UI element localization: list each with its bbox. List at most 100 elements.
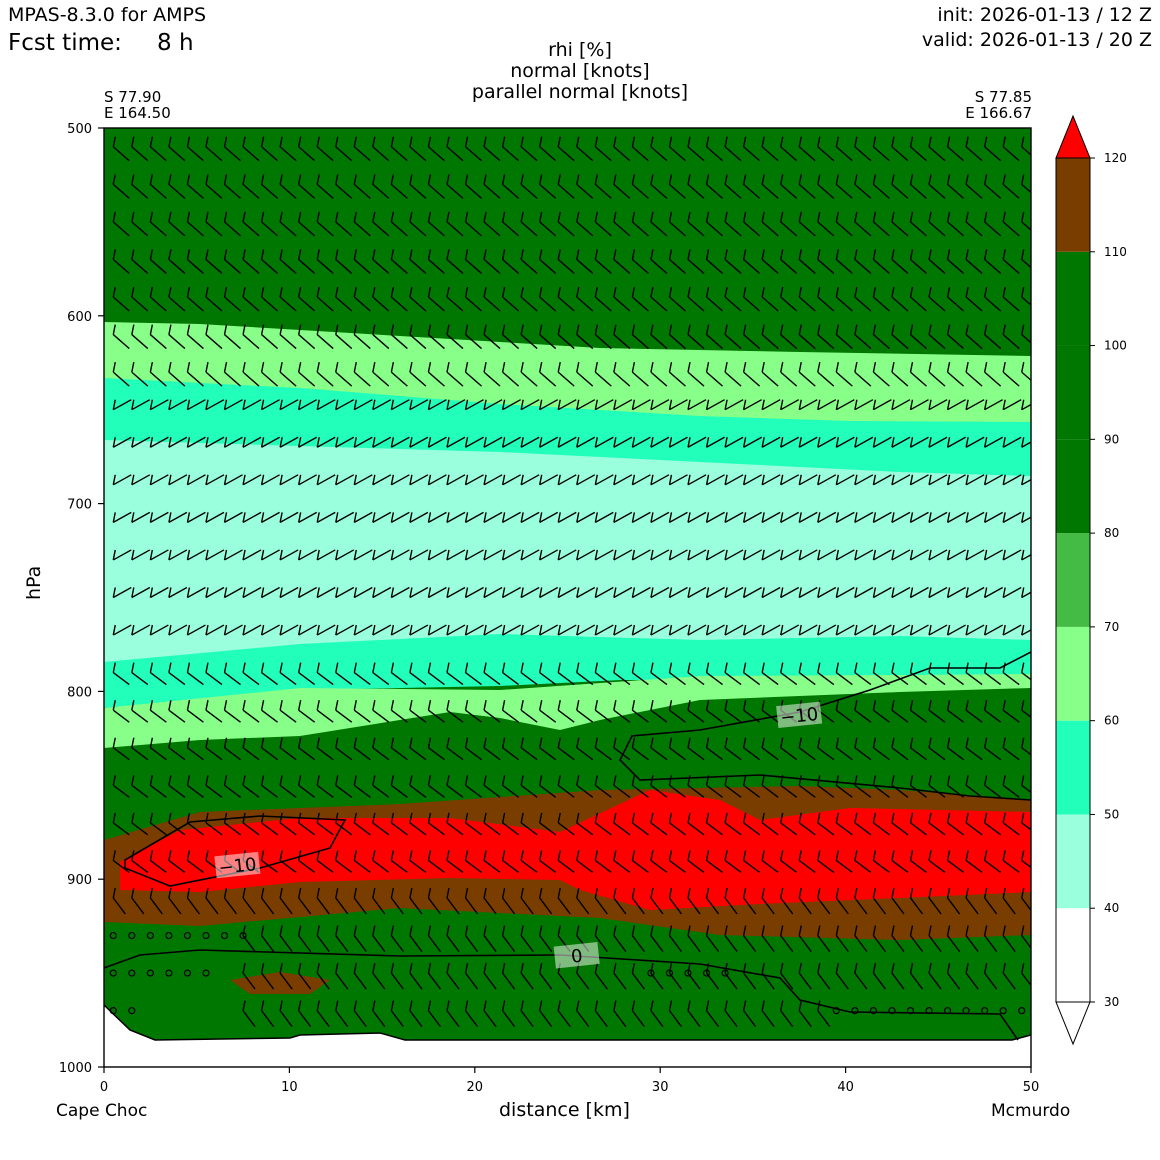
- wind-barb-flag: [520, 1000, 524, 1011]
- wind-barb: [335, 897, 349, 915]
- wind-barb: [743, 672, 761, 686]
- wind-barb: [873, 436, 892, 448]
- wind-barb-flag: [501, 174, 506, 185]
- wind-barb: [279, 221, 297, 237]
- wind-barb-flag: [909, 962, 914, 974]
- wind-barb: [261, 146, 279, 162]
- wind-barb-flag: [594, 925, 598, 936]
- wind-barb: [669, 474, 688, 486]
- wind-barb: [520, 146, 538, 162]
- wind-barb: [984, 511, 1003, 523]
- wind-barb-flag: [613, 174, 617, 185]
- wind-barb: [446, 747, 464, 761]
- wind-barb: [594, 822, 612, 836]
- wind-barb: [632, 474, 651, 486]
- wind-barb-flag: [761, 249, 765, 260]
- wind-barb: [928, 371, 946, 387]
- wind-barb-flag: [427, 362, 432, 373]
- wind-barb: [557, 822, 575, 836]
- wind-barb-flag: [761, 399, 765, 410]
- wind-barb: [873, 399, 892, 411]
- wind-barb: [335, 709, 353, 723]
- wind-barb-flag: [928, 211, 932, 223]
- wind-barb: [502, 935, 516, 952]
- wind-barb: [613, 972, 627, 990]
- wind-barb: [446, 258, 464, 274]
- wind-barb-flag: [854, 587, 858, 598]
- wind-barb-flag: [446, 624, 450, 636]
- wind-barb: [854, 784, 872, 798]
- wind-barb: [205, 822, 223, 836]
- wind-barb: [854, 221, 872, 237]
- wind-barb: [706, 822, 723, 836]
- wind-barb-flag: [539, 362, 543, 373]
- wind-barb-flag: [464, 662, 469, 673]
- wind-barb-flag: [742, 812, 747, 823]
- wind-barb: [353, 296, 371, 312]
- wind-barb-flag: [186, 399, 191, 410]
- wind-barb: [112, 624, 132, 636]
- wind-barb-flag: [335, 136, 339, 147]
- wind-barb-flag: [1002, 286, 1006, 298]
- wind-barb: [464, 972, 479, 990]
- wind-barb: [594, 897, 608, 915]
- wind-barb-flag: [409, 700, 413, 711]
- wind-barb: [947, 436, 966, 448]
- wind-barb: [261, 747, 279, 761]
- wind-barb-flag: [983, 887, 988, 899]
- wind-barb-flag: [520, 474, 524, 485]
- wind-barb-flag: [909, 136, 914, 147]
- x-tick-label: 30: [652, 1080, 669, 1095]
- wind-barb-flag: [817, 737, 821, 748]
- wind-barb-flag: [891, 512, 895, 523]
- wind-barb: [428, 399, 447, 411]
- wind-barb: [798, 586, 818, 599]
- wind-barb: [687, 334, 705, 350]
- wind-barb: [205, 747, 223, 761]
- wind-barb: [835, 586, 855, 599]
- wind-barb: [947, 859, 964, 873]
- wind-barb-flag: [983, 662, 988, 673]
- wind-barb-flag: [1021, 286, 1025, 298]
- wind-barb: [668, 1010, 683, 1028]
- wind-barb-flag: [1002, 136, 1006, 147]
- wind-barb: [224, 624, 243, 636]
- wind-barb: [743, 709, 761, 723]
- wind-barb-flag: [501, 324, 506, 335]
- wind-barb-flag: [223, 549, 228, 561]
- wind-barb: [872, 747, 890, 761]
- wind-barb-flag: [557, 624, 561, 636]
- wind-barb: [1021, 822, 1031, 831]
- wind-barb: [446, 334, 464, 350]
- wind-barb-flag: [817, 549, 821, 561]
- wind-barb: [854, 897, 868, 915]
- wind-barb: [335, 474, 355, 486]
- wind-barb-flag: [539, 624, 543, 636]
- wind-barb-flag: [780, 324, 784, 335]
- wind-barb-flag: [742, 700, 747, 711]
- wind-barb-flag: [872, 587, 877, 598]
- wind-barb-flag: [297, 737, 302, 748]
- wind-barb-flag: [427, 174, 432, 185]
- wind-barb: [613, 474, 633, 486]
- wind-barb-flag: [372, 211, 376, 223]
- wind-barb: [835, 334, 853, 350]
- wind-barb-flag: [353, 362, 357, 373]
- wind-barb: [205, 897, 219, 915]
- wind-barb-flag: [872, 549, 877, 561]
- wind-barb-flag: [260, 624, 265, 636]
- wind-barb: [372, 183, 390, 199]
- wind-barb-flag: [946, 700, 951, 711]
- wind-barb: [335, 183, 353, 199]
- wind-barb-flag: [501, 286, 506, 298]
- calm-marker: [128, 969, 136, 977]
- wind-barb: [279, 183, 297, 199]
- contour-label-box: [214, 851, 261, 879]
- wind-barb: [112, 672, 130, 686]
- wind-barb-flag: [983, 549, 988, 561]
- wind-barb: [780, 586, 800, 599]
- wind-barb-flag: [909, 512, 914, 523]
- wind-barb-flag: [687, 925, 691, 936]
- wind-barb-flag: [650, 587, 654, 598]
- wind-barb: [112, 474, 132, 486]
